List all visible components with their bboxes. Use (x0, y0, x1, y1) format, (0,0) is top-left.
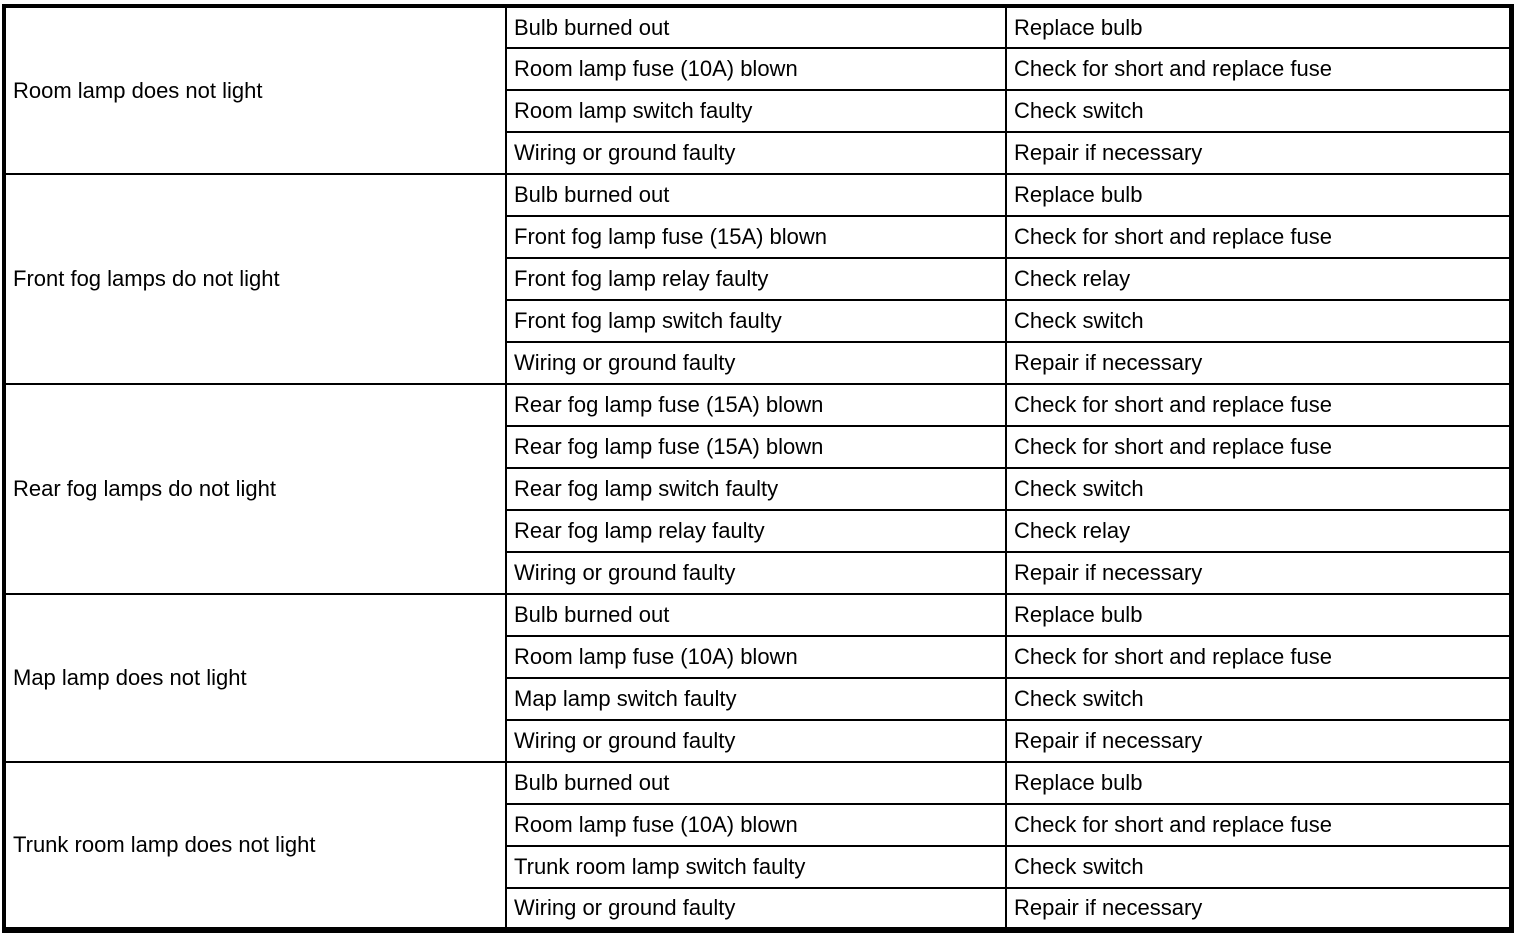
cause-cell: Rear fog lamp fuse (15A) blown (505, 425, 1007, 469)
cause-cell: Map lamp switch faulty (505, 677, 1007, 721)
cause-cell: Room lamp fuse (10A) blown (505, 47, 1007, 91)
remedy-cell: Replace bulb (1005, 761, 1512, 805)
remedy-cell: Repair if necessary (1005, 131, 1512, 175)
cause-cell: Room lamp switch faulty (505, 89, 1007, 133)
remedy-cell: Check relay (1005, 257, 1512, 301)
table-row: Trunk room lamp switch faulty Check switc… (4, 845, 1512, 889)
cause-cell: Wiring or ground faulty (505, 131, 1007, 175)
table-row: Rear fog lamps do not light Rear fog lamp… (3, 383, 1512, 595)
table-row: Front fog lamp relay faulty Check relay (4, 257, 1512, 301)
symptom-cell: Trunk room lamp does not light (3, 761, 507, 931)
remedy-cell: Check switch (1005, 845, 1512, 889)
remedy-cell: Check for short and replace fuse (1005, 383, 1512, 427)
document-page: Room lamp does not light Bulb burned out R… (2, 4, 1514, 933)
table-row: Rear fog lamp switch faulty Check switch (4, 467, 1512, 511)
cause-cell: Bulb burned out (505, 5, 1007, 49)
remedy-cell: Check switch (1005, 299, 1512, 343)
remedy-cell: Replace bulb (1005, 5, 1512, 49)
cause-cell: Rear fog lamp relay faulty (505, 509, 1007, 553)
symptom-cell: Rear fog lamps do not light (3, 383, 507, 595)
table-row: Wiring or ground faulty Repair if necessa… (4, 341, 1512, 385)
cause-cell: Bulb burned out (505, 593, 1007, 637)
table-row: Wiring or ground faulty Repair if necessa… (4, 131, 1512, 175)
remedy-cell: Repair if necessary (1005, 341, 1512, 385)
cause-cell: Wiring or ground faulty (505, 341, 1007, 385)
symptom-cell: Map lamp does not light (3, 593, 507, 763)
table-row: Wiring or ground faulty Repair if necessa… (4, 719, 1512, 763)
cause-cell: Front fog lamp fuse (15A) blown (505, 215, 1007, 259)
table-row: Map lamp switch faulty Check switch (4, 677, 1512, 721)
cause-cell: Room lamp fuse (10A) blown (505, 803, 1007, 847)
cause-cell: Bulb burned out (505, 173, 1007, 217)
table-row: Room lamp fuse (10A) blown Check for shor… (4, 803, 1512, 847)
remedy-cell: Check switch (1005, 89, 1512, 133)
table-row: Rear fog lamp relay faulty Check relay (4, 509, 1512, 553)
remedy-cell: Check for short and replace fuse (1005, 803, 1512, 847)
table-row: Front fog lamps do not light Bulb burned … (3, 173, 1512, 385)
cause-cell: Front fog lamp relay faulty (505, 257, 1007, 301)
remedy-cell: Replace bulb (1005, 173, 1512, 217)
remedy-cell: Repair if necessary (1005, 887, 1512, 931)
table-row: Room lamp does not light Bulb burned out R… (3, 5, 1512, 175)
table-row: Room lamp fuse (10A) blown Check for shor… (4, 635, 1512, 679)
troubleshooting-table: Room lamp does not light Bulb burned out R… (2, 4, 1514, 933)
table-row: Room lamp fuse (10A) blown Check for shor… (4, 47, 1512, 91)
cause-cell: Rear fog lamp switch faulty (505, 467, 1007, 511)
remedy-cell: Check for short and replace fuse (1005, 215, 1512, 259)
table-row: Map lamp does not light Bulb burned out Re… (3, 593, 1512, 763)
table-row: Front fog lamp fuse (15A) blown Check for… (4, 215, 1512, 259)
cause-cell: Bulb burned out (505, 761, 1007, 805)
table-row: Wiring or ground faulty Repair if necessa… (4, 887, 1512, 931)
cause-cell: Trunk room lamp switch faulty (505, 845, 1007, 889)
table-row: Rear fog lamp fuse (15A) blown Check for … (4, 425, 1512, 469)
remedy-cell: Replace bulb (1005, 593, 1512, 637)
cause-cell: Room lamp fuse (10A) blown (505, 635, 1007, 679)
remedy-cell: Check switch (1005, 677, 1512, 721)
remedy-cell: Check relay (1005, 509, 1512, 553)
remedy-cell: Repair if necessary (1005, 551, 1512, 595)
troubleshooting-table-body: Room lamp does not light Bulb burned out R… (3, 5, 1512, 931)
remedy-cell: Check for short and replace fuse (1005, 47, 1512, 91)
remedy-cell: Check for short and replace fuse (1005, 425, 1512, 469)
cause-cell: Rear fog lamp fuse (15A) blown (505, 383, 1007, 427)
remedy-cell: Repair if necessary (1005, 719, 1512, 763)
cause-cell: Front fog lamp switch faulty (505, 299, 1007, 343)
cause-cell: Wiring or ground faulty (505, 719, 1007, 763)
table-row: Wiring or ground faulty Repair if necessa… (4, 551, 1512, 595)
symptom-cell: Room lamp does not light (3, 5, 507, 175)
table-row: Front fog lamp switch faulty Check switch (4, 299, 1512, 343)
table-row: Trunk room lamp does not light Bulb burne… (3, 761, 1512, 931)
cause-cell: Wiring or ground faulty (505, 887, 1007, 931)
cause-cell: Wiring or ground faulty (505, 551, 1007, 595)
symptom-cell: Front fog lamps do not light (3, 173, 507, 385)
remedy-cell: Check for short and replace fuse (1005, 635, 1512, 679)
remedy-cell: Check switch (1005, 467, 1512, 511)
table-row: Room lamp switch faulty Check switch (4, 89, 1512, 133)
